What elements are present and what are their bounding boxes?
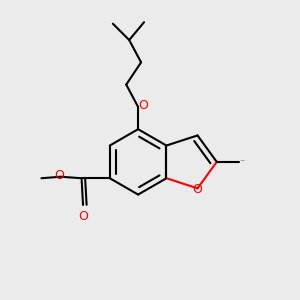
Text: O: O [193,183,202,196]
Text: O: O [78,210,88,223]
Text: O: O [139,99,148,112]
Text: methyl: methyl [241,160,245,161]
Text: O: O [54,169,64,182]
